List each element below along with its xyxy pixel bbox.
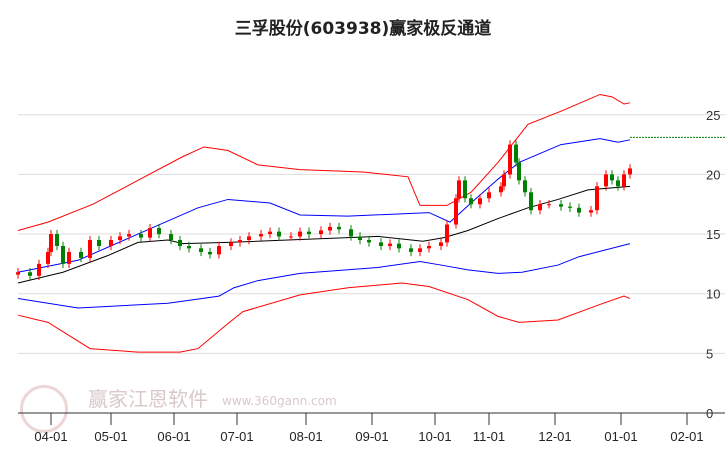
candle-body (97, 240, 101, 246)
candle-body (16, 272, 20, 275)
candle-body (502, 174, 506, 187)
candle-body (88, 240, 92, 258)
candle-body (487, 192, 491, 199)
y-tick-label: 10 (706, 287, 720, 302)
candle-body (238, 240, 242, 243)
candle-body (187, 245, 191, 249)
candle-body (622, 174, 626, 187)
candle-body (418, 248, 422, 252)
candle-body (139, 234, 143, 238)
candle-body (49, 234, 53, 252)
candle-body (559, 204, 563, 207)
candle-body (118, 236, 122, 241)
candle-body (367, 240, 371, 243)
candle-body (514, 144, 518, 163)
candle-body (307, 231, 311, 235)
candle-body (55, 234, 59, 246)
candle-body (169, 234, 173, 241)
candle-body (61, 245, 65, 264)
candle-body (109, 240, 113, 246)
candle-body (469, 198, 473, 205)
x-tick-label: 08-01 (289, 429, 322, 444)
candle-body (337, 226, 341, 230)
x-tick-label: 02-01 (670, 429, 703, 444)
candle-body (289, 236, 293, 238)
candle-body (427, 245, 431, 249)
candle-body (577, 207, 581, 213)
candle-body (259, 234, 263, 237)
band-line-lower-inner (17, 243, 631, 309)
candle-body (208, 251, 212, 255)
candle-body (445, 224, 449, 243)
candle-body (604, 174, 608, 187)
candle-body (388, 243, 392, 246)
candle-body (217, 245, 221, 255)
watermark-url: www.360gann.com (222, 394, 337, 408)
candle-body (517, 162, 521, 181)
candle-body (79, 251, 83, 258)
candle-body (538, 204, 542, 211)
candle-body (397, 243, 401, 249)
candle-body (523, 180, 527, 193)
candle-body (148, 228, 152, 238)
candle-body (37, 263, 41, 276)
y-tick-label: 15 (706, 227, 720, 242)
candle-body (463, 180, 467, 199)
x-tick-label: 01-01 (604, 429, 637, 444)
x-tick-label: 09-01 (355, 429, 388, 444)
candle-body (349, 229, 353, 237)
candle-body (529, 192, 533, 211)
candle-body (46, 251, 50, 264)
candle-body (127, 234, 131, 237)
band-line-lower-outer (17, 282, 631, 353)
candle-body (67, 251, 71, 264)
band-line-upper-inner (17, 138, 631, 273)
candle-body (499, 186, 503, 193)
candle-body (379, 242, 383, 246)
candle-body (247, 236, 251, 241)
candle-body (178, 240, 182, 246)
band-line-upper-outer (17, 93, 631, 231)
candle-body (589, 210, 593, 213)
candle-body (616, 180, 620, 187)
candle-body (568, 206, 572, 208)
x-tick-label: 06-01 (157, 429, 190, 444)
x-tick-label: 10-01 (418, 429, 451, 444)
candle-body (319, 230, 323, 235)
candle-body (478, 198, 482, 205)
y-tick-label: 25 (706, 108, 720, 123)
band-line-mid (17, 185, 631, 284)
x-tick-label: 04-01 (34, 429, 67, 444)
candle-body (595, 186, 599, 211)
candle-body (229, 242, 233, 246)
candle-body (409, 248, 413, 252)
candle-body (358, 236, 362, 241)
x-tick-label: 11-01 (473, 429, 505, 444)
candle-body (547, 204, 551, 206)
x-tick-label: 07-01 (220, 429, 253, 444)
candle-body (610, 174, 614, 181)
y-tick-label: 20 (706, 167, 720, 182)
candle-body (157, 228, 161, 235)
candle-body (439, 242, 443, 246)
candle-body (298, 231, 302, 237)
candle-body (454, 198, 458, 225)
x-tick-label: 12-01 (538, 429, 571, 444)
candle-body (508, 144, 512, 175)
chart-title: 三孚股份(603938)赢家极反通道 (234, 19, 492, 39)
watermark-logo (20, 385, 68, 433)
candle-body (268, 231, 272, 235)
candle-body (199, 248, 203, 252)
candle-body (628, 168, 632, 175)
candle-body (328, 226, 332, 231)
candle-body (457, 180, 461, 199)
candle-body (277, 231, 281, 237)
y-tick-label: 5 (706, 346, 713, 361)
x-tick-label: 05-01 (94, 429, 127, 444)
watermark-brand: 赢家江恩软件 (88, 387, 208, 411)
candle-body (28, 272, 32, 276)
